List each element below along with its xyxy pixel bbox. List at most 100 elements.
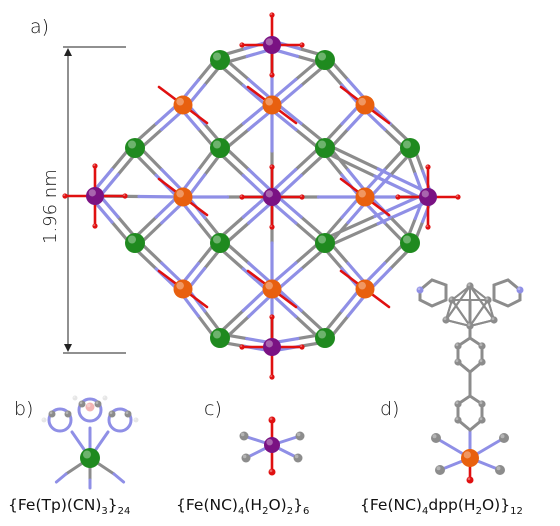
carbon-atom [484, 296, 492, 304]
oxygen-atom [425, 164, 431, 170]
oxygen-atom [239, 194, 245, 200]
oxygen-atom [268, 416, 276, 424]
iron-atom-purple [263, 338, 281, 356]
cage-bond [445, 319, 471, 327]
iron-atom-purple [264, 437, 280, 453]
iron-atom-purple [263, 188, 281, 206]
iron-atom-orange [355, 187, 375, 207]
carbon-atom [108, 410, 116, 418]
carbon-atom [48, 410, 56, 418]
carbon-atom [490, 316, 498, 324]
hydrogen-atom [41, 417, 47, 423]
dimension-arrow-down [64, 344, 72, 352]
oxygen-atom [455, 194, 461, 200]
iron-atom-orange [173, 187, 193, 207]
oxygen-atom [466, 476, 474, 484]
panel-label-c: c) [204, 398, 222, 420]
hydrogen-atom [102, 395, 108, 401]
iron-atom-green [400, 233, 420, 253]
iron-atom-orange [173, 95, 193, 115]
carbon-atom [431, 433, 441, 443]
fragment-b-fe-tp-cn [41, 395, 139, 490]
iron-atom-green [210, 50, 230, 70]
carbon-atom [495, 465, 505, 475]
cage-bond [451, 299, 471, 327]
panel-label-b: b) [14, 398, 34, 420]
carbon-atom [466, 322, 474, 330]
pyridine-ring [492, 278, 522, 308]
nitrogen-atom [516, 286, 524, 294]
iron-atom-orange [262, 95, 282, 115]
iron-atom-purple [419, 188, 437, 206]
oxygen-atom [62, 193, 68, 199]
iron-atom-green [210, 138, 230, 158]
dimension-label: 1.96 nm [40, 169, 61, 244]
iron-atom-green [80, 448, 100, 468]
caption-b: {Fe(Tp)(CN)3}24 [8, 496, 131, 517]
carbon-atom [78, 400, 86, 408]
carbon-atom [454, 358, 462, 366]
oxygen-atom [269, 374, 275, 380]
iron-atom-green [210, 233, 230, 253]
cage-bond [469, 299, 489, 327]
iron-atom-purple [86, 187, 104, 205]
iron-atom-green [315, 50, 335, 70]
pyrazole-ring [77, 397, 103, 423]
cyanide-bond-c [321, 150, 377, 178]
carbon-atom [293, 453, 303, 463]
panel-label-d: d) [380, 398, 400, 420]
hydrogen-atom [72, 395, 78, 401]
oxygen-atom [268, 468, 276, 476]
iron-atom-green [125, 138, 145, 158]
carbon-atom [442, 316, 450, 324]
oxygen-atom [239, 344, 245, 350]
oxygen-atom [269, 12, 275, 18]
carbon-atom [478, 400, 486, 408]
cage-bond [469, 319, 495, 327]
oxygen-atom [299, 344, 305, 350]
carbon-atom [239, 431, 249, 441]
carbon-atom [94, 400, 102, 408]
carbon-atom [295, 431, 305, 441]
carbon-atom [478, 358, 486, 366]
iron-atom-orange [173, 279, 193, 299]
cage-bond [445, 285, 471, 321]
carbon-atom [64, 410, 72, 418]
iron-atom-orange [461, 449, 479, 467]
iron-atom-purple [263, 36, 281, 54]
oxygen-atom [425, 224, 431, 230]
oxygen-atom [122, 193, 128, 199]
carbon-atom [478, 416, 486, 424]
iron-atom-orange [355, 95, 375, 115]
pyrazole-ring [47, 407, 73, 433]
iron-atom-green [315, 233, 335, 253]
fragment-c-fe-nc-h2o [239, 416, 305, 476]
cyanide-bond-c [321, 214, 377, 241]
oxygen-atom [239, 42, 245, 48]
dimension-arrow-up [64, 48, 72, 56]
phenyl-ring [456, 336, 484, 374]
boron-atom [85, 402, 95, 412]
carbon-atom [448, 296, 456, 304]
oxygen-atom [299, 194, 305, 200]
oxygen-atom [269, 224, 275, 230]
nitrogen-atom [416, 286, 424, 294]
cyanide-bond [112, 472, 126, 484]
oxygen-atom [92, 223, 98, 229]
iron-atom-green [315, 138, 335, 158]
iron-atom-orange [355, 279, 375, 299]
cage-bond [469, 285, 495, 321]
oxygen-atom [92, 163, 98, 169]
carbon-atom [454, 342, 462, 350]
panel-label-a: a) [30, 16, 50, 38]
caption-d: {Fe(NC)4dpp(H2O)}12 [360, 496, 523, 517]
caption-c: {Fe(NC)4(H2O)2}6 [176, 496, 310, 517]
cage-bond [451, 285, 471, 301]
oxygen-atom [269, 314, 275, 320]
carbon-atom [454, 416, 462, 424]
fragment-d-fe-nc-dpp [416, 278, 524, 484]
cyanide-bond [54, 472, 68, 484]
dimension-indicator [63, 46, 126, 354]
iron-atom-green [210, 328, 230, 348]
